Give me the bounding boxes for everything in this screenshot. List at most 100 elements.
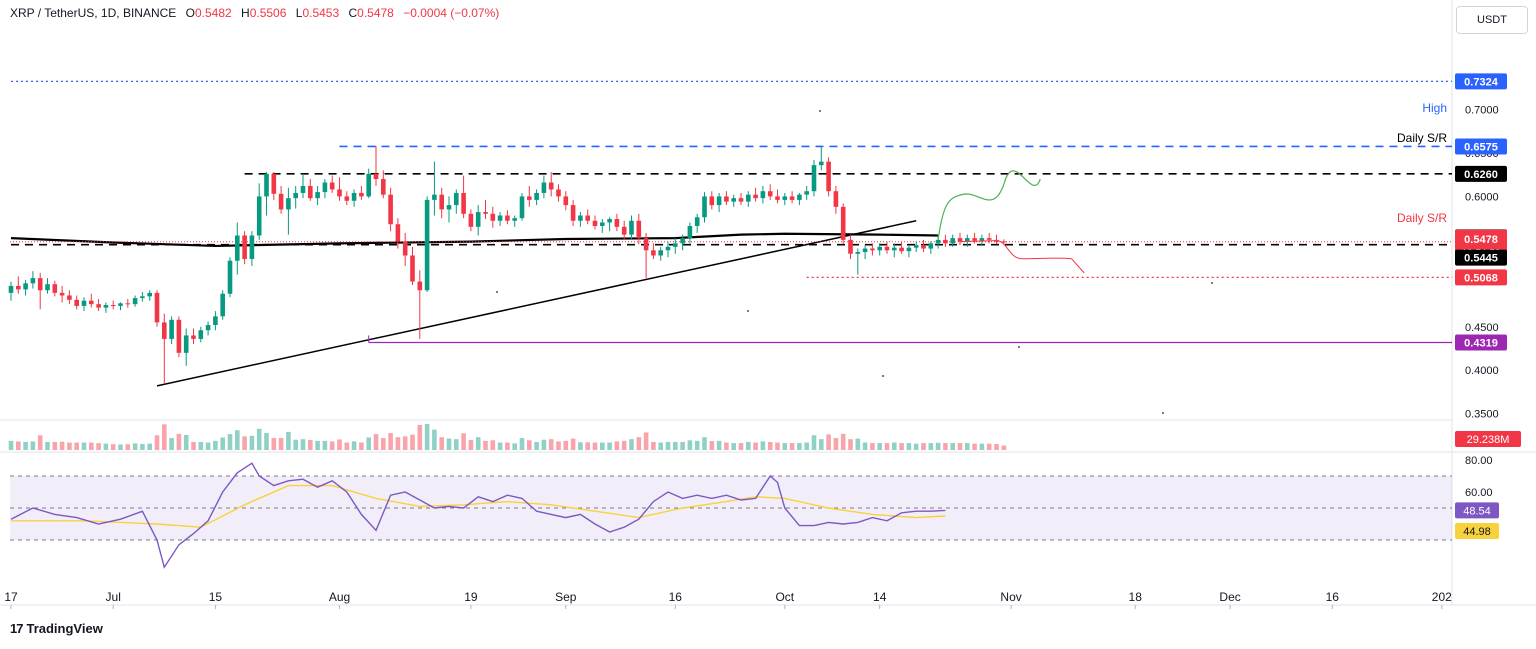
- candle-body: [643, 238, 649, 251]
- candle-body: [293, 192, 298, 199]
- volume-bar: [293, 439, 298, 450]
- candle-body: [519, 196, 525, 219]
- tradingview-logo-icon: 17: [10, 621, 24, 636]
- volume-bar: [67, 442, 72, 450]
- candle-body: [738, 198, 744, 202]
- volume-bar: [227, 434, 233, 450]
- volume-tag-bg: [1455, 431, 1521, 447]
- volume-bar: [775, 442, 780, 450]
- symbol-label: XRP / TetherUS, 1D, BINANCE: [10, 6, 177, 20]
- candle-body: [300, 185, 306, 193]
- volume-bar: [782, 443, 788, 450]
- volume-bar: [950, 443, 955, 450]
- price-tick-label: 0.7000: [1465, 105, 1499, 117]
- tag-0-7324-bg: [1455, 73, 1507, 90]
- rsi-value-label: 48.54: [1463, 505, 1491, 517]
- moving-average-line: [10, 232, 939, 248]
- candle-body: [826, 161, 831, 192]
- rsi-line: [10, 462, 946, 569]
- volume-bar: [191, 441, 196, 450]
- tag-daily-sr-lower: 0.5445: [1464, 253, 1498, 265]
- candle-body: [862, 248, 868, 253]
- candle-body: [30, 278, 36, 284]
- candle-body: [388, 194, 393, 225]
- volume-bar: [461, 433, 466, 450]
- candle-body: [687, 225, 693, 239]
- open-label: O: [185, 6, 195, 20]
- tag-0-7324: 0.7324: [1464, 76, 1499, 88]
- candle-body: [928, 243, 934, 249]
- volume-bar: [424, 424, 430, 450]
- volume-bar: [621, 440, 627, 450]
- volume-bar: [570, 438, 576, 450]
- volume-bar: [534, 441, 539, 450]
- candle-body: [986, 238, 992, 240]
- candle-body: [439, 194, 444, 210]
- volume-bar: [497, 442, 503, 450]
- volume-bar: [892, 442, 897, 450]
- candle-body: [227, 260, 233, 294]
- volume-bar: [921, 443, 926, 450]
- volume-bar: [176, 433, 182, 450]
- volume-bar: [979, 443, 985, 450]
- volume-bar: [607, 442, 612, 450]
- candle-body: [665, 246, 671, 251]
- candle-body: [884, 246, 890, 251]
- volume-bar: [811, 435, 817, 450]
- candle-body: [767, 191, 773, 197]
- candle-body: [351, 192, 357, 201]
- candle-body: [775, 196, 780, 200]
- volume-bar: [928, 443, 934, 450]
- brand-logo[interactable]: 17 TradingView: [10, 621, 103, 636]
- candle-body: [132, 298, 138, 305]
- volume-bar: [381, 438, 386, 450]
- volume-bar: [446, 438, 452, 450]
- price-tick-label: 0.4000: [1465, 365, 1499, 377]
- close-value: 0.5478: [357, 6, 394, 20]
- volume-bar: [89, 442, 94, 450]
- candle-body: [89, 300, 94, 305]
- scatter-dot: [1018, 346, 1020, 348]
- volume-bar: [541, 439, 547, 450]
- candle-body: [548, 182, 554, 190]
- candle-body: [570, 205, 576, 221]
- candle-body: [541, 182, 547, 193]
- volume-bar: [417, 424, 423, 450]
- volume-bar: [943, 443, 948, 450]
- volume-bar: [913, 443, 919, 450]
- high-value: 0.5506: [249, 6, 287, 20]
- volume-bar: [592, 442, 598, 450]
- volume-bar: [37, 435, 43, 450]
- candle-body: [957, 238, 963, 242]
- volume-bar: [819, 439, 824, 450]
- volume-bar: [256, 428, 262, 450]
- volume-bar: [125, 444, 131, 450]
- volume-bar: [636, 437, 642, 450]
- volume-bar: [242, 436, 247, 450]
- currency-button[interactable]: USDT: [1456, 6, 1528, 34]
- volume-bar: [410, 434, 415, 450]
- candle-body: [746, 194, 751, 202]
- price-tick-label: 0.4500: [1465, 322, 1499, 334]
- volume-bar: [643, 432, 649, 450]
- daily-sr-lower-annotation: Daily S/R: [1397, 211, 1447, 225]
- volume-bar: [110, 444, 116, 450]
- candle-body: [118, 303, 123, 306]
- current-price-label: 0.5478: [1464, 234, 1498, 246]
- time-tick-label: 14: [873, 590, 887, 604]
- volume-bar: [527, 440, 532, 450]
- volume-bar: [118, 444, 123, 450]
- volume-bar: [548, 439, 554, 450]
- candle-body: [461, 192, 466, 214]
- candle-body: [972, 238, 977, 241]
- rsi-ma-label: 44.98: [1463, 526, 1491, 538]
- volume-bar: [585, 442, 590, 450]
- candle-body: [789, 196, 795, 200]
- candle-body: [183, 335, 189, 353]
- volume-bar: [519, 438, 525, 450]
- scatter-dot: [496, 291, 498, 293]
- candle-body: [417, 281, 423, 291]
- time-tick-label: 16: [669, 590, 683, 604]
- volume-bar: [8, 440, 14, 450]
